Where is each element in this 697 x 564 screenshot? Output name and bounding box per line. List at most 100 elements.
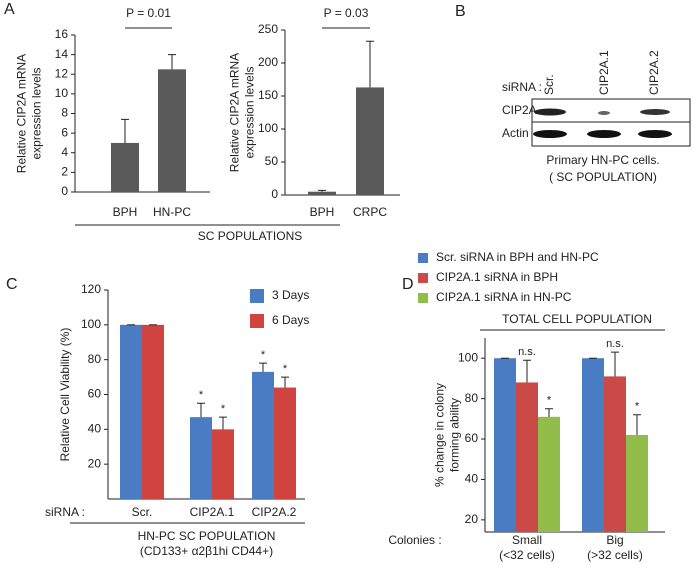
- error-bar: [318, 189, 326, 192]
- band: [533, 130, 567, 138]
- legend-label: CIP2A.1 siRNA in BPH: [436, 270, 558, 284]
- error-bar: [197, 402, 205, 418]
- y-tick-label: 60: [88, 387, 102, 401]
- legend-label: 3 Days: [272, 288, 309, 302]
- band: [534, 108, 566, 116]
- legend-label: CIP2A.1 siRNA in HN-PC: [436, 290, 572, 304]
- x-axis-label: (CD133+ α2β1hi CD44+): [140, 544, 273, 558]
- legend-label: 6 Days: [272, 313, 309, 327]
- significance: *: [283, 363, 288, 375]
- annotation: P = 0.01: [126, 6, 171, 20]
- y-tick-label: 100: [81, 317, 101, 331]
- panel-label: A: [4, 1, 15, 18]
- group-label: SC POPULATIONS: [198, 229, 302, 243]
- significance: *: [221, 403, 226, 415]
- y-tick-label: 4: [61, 145, 68, 159]
- y-tick-label: 250: [258, 22, 278, 36]
- blot-caption: ( SC POPULATION): [549, 170, 657, 184]
- y-tick-label: 20: [465, 512, 479, 526]
- y-tick-label: 150: [258, 88, 278, 102]
- error-bar: [281, 376, 289, 388]
- error-bar: [259, 362, 267, 372]
- chart-title: TOTAL CELL POPULATION: [502, 312, 652, 326]
- panel-label: D: [402, 276, 414, 293]
- x-tick-label: CRPC: [353, 205, 387, 219]
- legend-swatch: [418, 273, 428, 283]
- x-tick-label: HN-PC: [153, 205, 191, 219]
- significance: *: [635, 401, 640, 413]
- significance: *: [199, 389, 204, 401]
- bar: [120, 324, 142, 499]
- x-prefix: Colonies :: [388, 533, 441, 547]
- x-axis-label: HN-PC SC POPULATION: [138, 529, 276, 543]
- x-tick-label: Scr.: [132, 505, 153, 519]
- bar: [111, 142, 139, 192]
- bar: [212, 429, 234, 499]
- annotation: P = 0.03: [324, 6, 369, 20]
- x-tick-label: Small: [512, 533, 542, 547]
- y-tick-label: 40: [465, 472, 479, 486]
- significance: *: [261, 349, 266, 361]
- y-tick-label: 80: [88, 352, 102, 366]
- lane-label: CIP2A.2: [647, 50, 661, 95]
- y-axis-label: expression levels: [30, 67, 44, 159]
- error-bar: [219, 416, 227, 430]
- y-tick-label: 6: [61, 125, 68, 139]
- band: [587, 130, 621, 138]
- bar: [582, 358, 604, 532]
- y-axis-label: Relative CIP2A mRNA: [15, 54, 29, 173]
- significance: *: [547, 395, 552, 407]
- y-tick-label: 8: [61, 106, 68, 120]
- y-tick-label: 100: [458, 350, 478, 364]
- y-tick-label: 0: [271, 187, 278, 201]
- blot-caption: Primary HN-PC cells.: [546, 153, 659, 167]
- error-bar: [121, 118, 129, 143]
- y-tick-label: 20: [88, 456, 102, 470]
- y-tick-label: 12: [55, 66, 69, 80]
- band: [638, 130, 672, 138]
- y-tick-label: 50: [265, 154, 279, 168]
- bar: [356, 87, 384, 195]
- x-tick-label: BPH: [113, 205, 138, 219]
- bar: [190, 417, 212, 499]
- blot-row-label: siRNA :: [502, 80, 542, 94]
- bar: [158, 69, 186, 192]
- legend-swatch: [418, 253, 428, 263]
- x-tick-label: BPH: [310, 205, 335, 219]
- y-axis-label: Relative Cell Viability (%): [58, 328, 72, 462]
- y-axis-label: expression levels: [243, 66, 257, 158]
- bar: [308, 191, 336, 195]
- error-bar: [611, 351, 619, 377]
- x-tick-note: (<32 cells): [499, 548, 555, 562]
- y-tick-label: 40: [88, 422, 102, 436]
- legend-label: Scr. siRNA in BPH and HN-PC: [436, 250, 599, 264]
- error-bar: [366, 40, 374, 88]
- y-axis-label: Relative CIP2A mRNA: [228, 53, 242, 172]
- x-tick-label: CIP2A.1: [190, 505, 235, 519]
- lane-label: Scr.: [542, 74, 556, 95]
- bar: [252, 371, 274, 499]
- error-bar: [523, 359, 531, 383]
- legend-swatch: [418, 293, 428, 303]
- x-tick-label: CIP2A.2: [252, 505, 297, 519]
- bar: [516, 382, 538, 532]
- panel-label: B: [455, 3, 466, 20]
- bar: [604, 376, 626, 532]
- bar: [494, 358, 516, 532]
- bar: [274, 387, 296, 499]
- y-tick-label: 60: [465, 431, 479, 445]
- y-tick-label: 2: [61, 165, 68, 179]
- y-tick-label: 16: [55, 27, 69, 41]
- panel-label: C: [6, 276, 18, 293]
- band: [598, 111, 610, 115]
- y-tick-label: 0: [61, 184, 68, 198]
- error-bar: [545, 408, 553, 417]
- y-tick-label: 120: [81, 282, 101, 296]
- error-bar: [168, 54, 176, 70]
- lane-label: CIP2A.1: [597, 50, 611, 95]
- y-axis-label: forming ability: [448, 398, 462, 472]
- y-tick-label: 200: [258, 55, 278, 69]
- y-tick-label: 10: [55, 86, 69, 100]
- bar: [538, 416, 560, 532]
